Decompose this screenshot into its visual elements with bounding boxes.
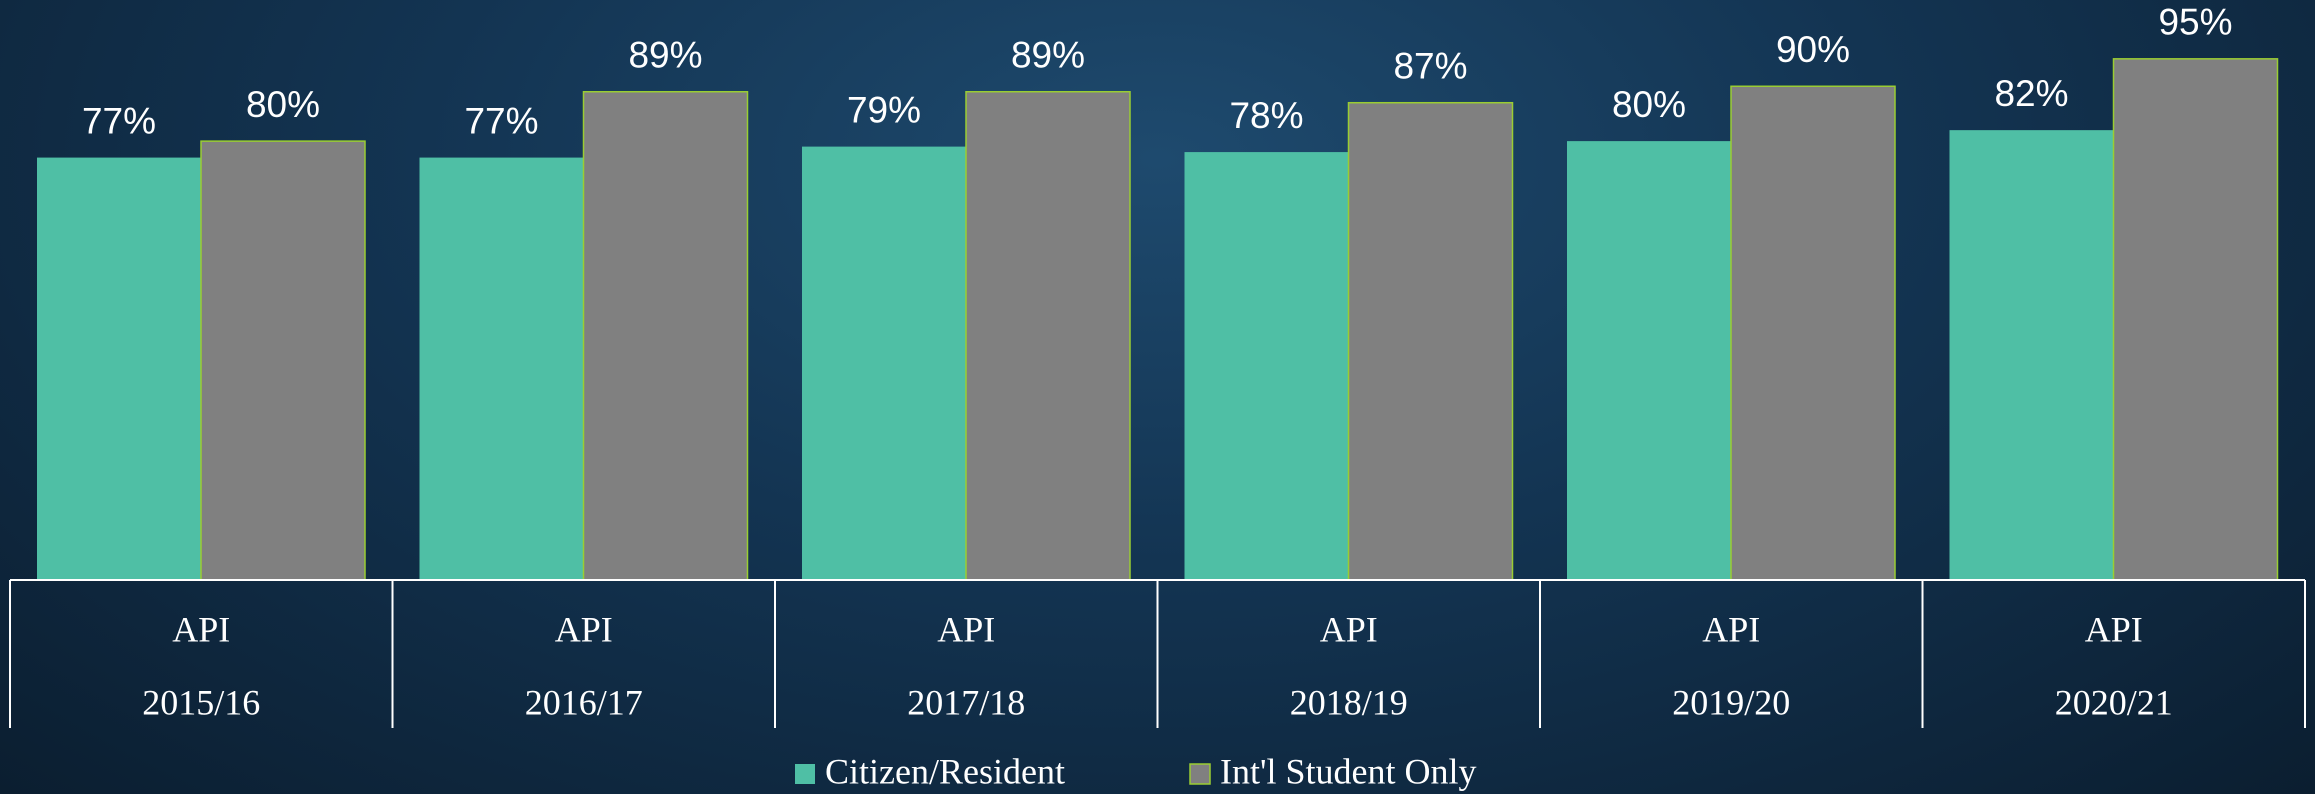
category-label: 2017/18 (907, 682, 1025, 722)
bar (2112, 58, 2279, 581)
category-label: API (555, 609, 613, 649)
bar (582, 90, 749, 581)
category-label: 2018/19 (1290, 682, 1408, 722)
data-label: 89% (628, 35, 702, 76)
data-label: 89% (1011, 35, 1085, 76)
legend-swatch (795, 764, 815, 784)
data-label: 78% (1229, 95, 1303, 136)
data-label: 80% (246, 84, 320, 125)
bar (802, 146, 966, 580)
category-label: 2020/21 (2055, 682, 2173, 722)
bar (965, 90, 1131, 581)
bar (1730, 85, 1896, 581)
legend-swatch (1189, 763, 1211, 785)
data-label: 79% (847, 89, 921, 130)
data-label: 87% (1393, 45, 1467, 86)
data-label: 77% (82, 100, 156, 141)
bar (200, 140, 366, 581)
bar (1567, 141, 1731, 580)
category-label: 2019/20 (1672, 682, 1790, 722)
category-label: API (1702, 609, 1760, 649)
category-label: API (937, 609, 995, 649)
category-label: API (1320, 609, 1378, 649)
data-label: 80% (1612, 84, 1686, 125)
category-label: 2015/16 (142, 682, 260, 722)
bar (1949, 130, 2114, 580)
bar (419, 157, 584, 580)
data-label: 90% (1776, 29, 1850, 70)
category-label: API (2085, 609, 2143, 649)
category-label: API (172, 609, 230, 649)
bar (37, 157, 201, 580)
data-label: 95% (2158, 2, 2232, 43)
data-label: 77% (464, 100, 538, 141)
bar (1184, 152, 1349, 581)
data-label: 82% (1994, 73, 2068, 114)
category-label: 2016/17 (525, 682, 643, 722)
bar (1347, 101, 1514, 581)
legend-label: Citizen/Resident (825, 751, 1065, 791)
legend-label: Int'l Student Only (1220, 751, 1476, 791)
